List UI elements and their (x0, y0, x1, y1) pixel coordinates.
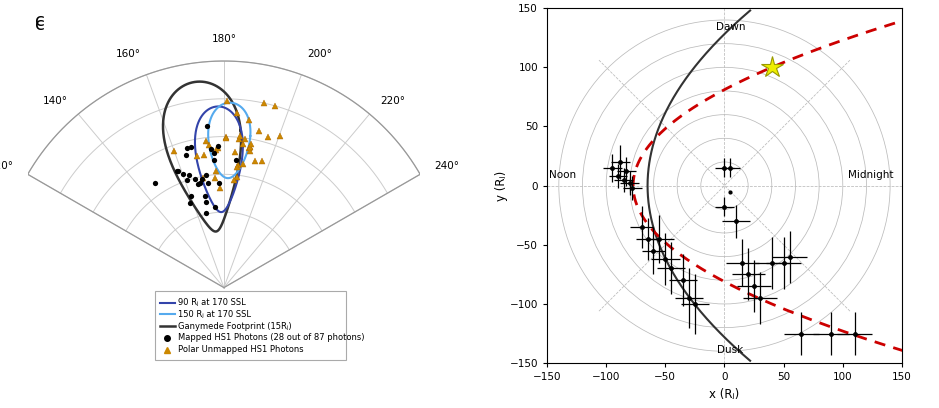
Text: 150 Rⱼ at 170 SSL: 150 Rⱼ at 170 SSL (177, 310, 251, 319)
X-axis label: x (Rⱼ): x (Rⱼ) (709, 388, 740, 401)
Text: c: c (35, 12, 45, 30)
Text: 240°: 240° (435, 161, 459, 171)
Text: d: d (518, 0, 530, 1)
FancyBboxPatch shape (155, 290, 346, 360)
Text: Midnight: Midnight (848, 170, 894, 180)
Text: 90 Rⱼ at 170 SSL: 90 Rⱼ at 170 SSL (177, 298, 246, 307)
Text: Dusk: Dusk (717, 345, 744, 355)
Text: Mapped HS1 Photons (28 out of 87 photons): Mapped HS1 Photons (28 out of 87 photons… (177, 333, 364, 342)
Text: 160°: 160° (115, 49, 141, 59)
Text: 220°: 220° (380, 96, 406, 106)
Text: Noon: Noon (549, 170, 577, 180)
Text: 200°: 200° (307, 49, 332, 59)
Y-axis label: y (Rⱼ): y (Rⱼ) (495, 171, 508, 201)
Text: 120°: 120° (0, 161, 13, 171)
Text: 180°: 180° (211, 34, 237, 44)
Text: Dawn: Dawn (716, 22, 746, 32)
Text: 140°: 140° (42, 96, 68, 106)
Text: Polar Unmapped HS1 Photons: Polar Unmapped HS1 Photons (177, 345, 303, 354)
Text: c: c (35, 16, 45, 34)
Text: Ganymede Footprint (15Rⱼ): Ganymede Footprint (15Rⱼ) (177, 322, 291, 330)
